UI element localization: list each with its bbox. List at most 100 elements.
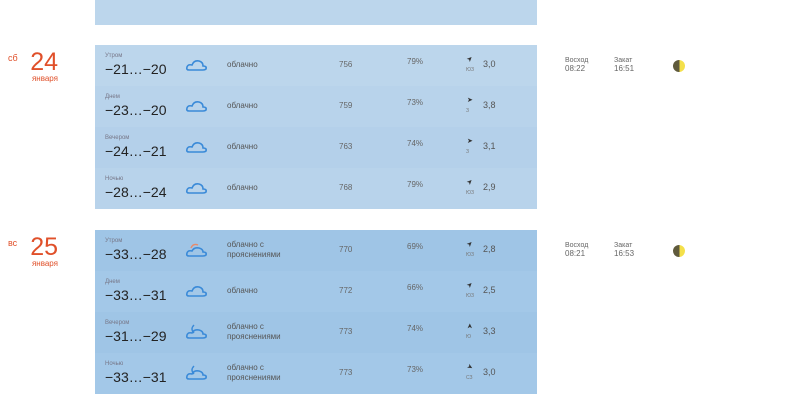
wind-speed: 3,0 [483,59,496,69]
time-of-day: Утром [105,53,123,59]
forecast-row: Утром −21…−20 облачно 756 79% ➤ ЮЗ 3,0 [95,45,537,86]
cloud-icon [185,283,209,299]
day-number: 25 [30,233,58,261]
forecast-row: Утром −33…−28 облачно с прояснениями 770… [95,230,537,271]
wind-speed: 2,9 [483,182,496,192]
moon-phase-icon [673,245,685,257]
sun-cloud-icon [185,242,209,258]
humidity: 74% [407,324,424,333]
forecast-row: Днем −33…−31 облачно 772 66% ➤ ЮЗ 2,5 [95,271,537,312]
pressure: 756 [339,60,353,69]
temperature: −23…−20 [105,102,167,118]
forecast-row: Вечером −24…−21 облачно 763 74% ➤ З 3,1 [95,127,537,168]
wind-arrow-icon: ➤ [465,54,475,64]
pressure: 759 [339,101,353,110]
day-of-week: сб [8,53,18,63]
sunrise-time: 08:22 [565,64,586,73]
date: сб 24 января [8,49,58,83]
forecast-row: Ночью −33…−31 облачно с прояснениями 773… [95,353,537,394]
humidity: 66% [407,283,424,292]
temperature: −33…−31 [105,287,167,303]
pressure: 773 [339,368,353,377]
sunset-time: 16:51 [614,64,635,73]
wind-speed: 3,1 [483,141,496,151]
time-of-day: Ночью [105,176,124,182]
humidity: 69% [407,242,424,251]
temperature: −33…−31 [105,369,167,385]
cloud-icon [185,57,209,73]
wind-arrow-icon: ➤ [467,138,473,145]
sunrise: Восход 08:21 [565,242,588,258]
wind-direction: З [466,108,470,114]
time-of-day: Днем [105,94,120,100]
time-of-day: Утром [105,238,123,244]
wind-direction: ЮЗ [466,67,475,73]
time-of-day: Ночью [105,361,124,367]
humidity: 73% [407,365,424,374]
weather-description: облачно [227,142,258,151]
wind-direction: ЮЗ [466,293,475,299]
forecast-row: Ночью −28…−24 облачно 768 79% ➤ ЮЗ 2,9 [95,168,537,209]
wind-arrow-icon: ➤ [465,280,475,290]
humidity: 79% [407,57,424,66]
weather-description: облачно [227,101,258,110]
temperature: −21…−20 [105,61,167,77]
sunrise-label: Восход [565,242,589,249]
moon-cloud-icon [185,365,209,381]
cloud-icon [185,139,209,155]
sunrise-time: 08:21 [565,249,586,258]
month: января [31,259,58,268]
humidity: 73% [407,98,424,107]
temperature: −24…−21 [105,143,167,159]
wind-direction: СЗ [466,375,473,381]
wind-speed: 2,8 [483,244,496,254]
cloud-icon [185,180,209,196]
pressure: 768 [339,183,353,192]
pressure: 763 [339,142,353,151]
wind-speed: 3,8 [483,100,496,110]
sunrise-label: Восход [565,57,589,64]
weather-description: облачно [227,183,258,192]
time-of-day: Днем [105,279,120,285]
forecast-row: −21…−18 облачно 753 86% ➤ З 2,8 [95,0,537,25]
wind-arrow-icon: ➤ [465,362,474,372]
weather-description: облачно [227,60,258,69]
day-of-week: вс [8,238,18,248]
sunset: Закат 16:53 [614,242,634,258]
forecast-card: Утром −33…−28 облачно с прояснениями 770… [95,230,537,394]
wind-arrow-icon: ➤ [466,323,474,329]
forecast-row: Днем −23…−20 облачно 759 73% ➤ З 3,8 [95,86,537,127]
wind-speed: 3,0 [483,367,496,377]
time-of-day: Вечером [105,320,130,326]
wind-arrow-icon: ➤ [465,239,475,249]
moon-cloud-icon [185,324,209,340]
sunset-time: 16:53 [614,249,635,258]
date: вс 25 января [8,234,58,268]
sunset-label: Закат [614,57,633,64]
temperature: −31…−29 [105,328,167,344]
sunset: Закат 16:51 [614,57,634,73]
month: января [31,74,58,83]
wind-direction: З [466,149,470,155]
wind-arrow-icon: ➤ [465,177,475,187]
wind-direction: Ю [466,334,472,340]
sunrise: Восход 08:22 [565,57,588,73]
forecast-card: Утром −21…−20 облачно 756 79% ➤ ЮЗ 3,0 Д… [95,45,537,209]
moon-phase-icon [673,60,685,72]
pressure: 770 [339,245,353,254]
wind-arrow-icon: ➤ [467,97,473,104]
temperature: −33…−28 [105,246,167,262]
sunset-label: Закат [614,242,633,249]
weather-description: облачно с прояснениями [227,240,281,259]
weather-description: облачно [227,286,258,295]
humidity: 74% [407,139,424,148]
time-of-day: Вечером [105,135,130,141]
wind-speed: 3,3 [483,326,496,336]
wind-direction: ЮЗ [466,190,475,196]
weather-description: облачно с прояснениями [227,363,281,382]
wind-direction: ЮЗ [466,252,475,258]
weather-description: облачно с прояснениями [227,322,281,341]
humidity: 79% [407,180,424,189]
cloud-icon [185,98,209,114]
pressure: 773 [339,327,353,336]
